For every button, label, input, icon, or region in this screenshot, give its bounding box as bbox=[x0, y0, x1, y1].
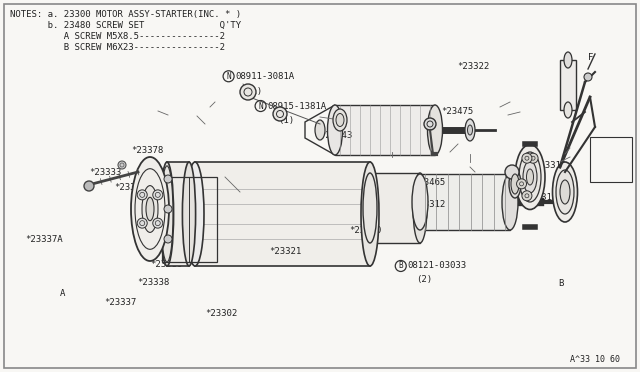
Ellipse shape bbox=[560, 180, 570, 204]
Text: *23310: *23310 bbox=[349, 226, 381, 235]
Ellipse shape bbox=[361, 162, 379, 266]
Text: *23378: *23378 bbox=[131, 146, 163, 155]
Text: B: B bbox=[558, 279, 563, 288]
Ellipse shape bbox=[428, 105, 442, 155]
Text: NOTES: a. 23300 MOTOR ASSY-STARTER(INC. * ): NOTES: a. 23300 MOTOR ASSY-STARTER(INC. … bbox=[10, 10, 241, 19]
Ellipse shape bbox=[412, 174, 428, 230]
Text: *23475: *23475 bbox=[442, 107, 474, 116]
Text: *23380: *23380 bbox=[150, 260, 182, 269]
Circle shape bbox=[137, 190, 147, 200]
Circle shape bbox=[522, 191, 532, 201]
Text: *23322: *23322 bbox=[458, 62, 490, 71]
Ellipse shape bbox=[505, 165, 519, 179]
Text: *23337: *23337 bbox=[104, 298, 136, 307]
Ellipse shape bbox=[511, 174, 519, 194]
Text: *23333: *23333 bbox=[136, 169, 168, 177]
Ellipse shape bbox=[161, 162, 173, 266]
Ellipse shape bbox=[564, 52, 572, 68]
Text: 08121-03033: 08121-03033 bbox=[408, 262, 467, 270]
Text: b. 23480 SCREW SET              Q'TY: b. 23480 SCREW SET Q'TY bbox=[10, 20, 241, 29]
Ellipse shape bbox=[509, 170, 521, 198]
Circle shape bbox=[137, 218, 147, 228]
Ellipse shape bbox=[146, 197, 154, 221]
Circle shape bbox=[522, 153, 532, 163]
Ellipse shape bbox=[333, 109, 347, 131]
Bar bbox=[370, 173, 420, 243]
Circle shape bbox=[164, 235, 172, 243]
Ellipse shape bbox=[336, 113, 344, 126]
Circle shape bbox=[153, 218, 163, 228]
Bar bbox=[420, 174, 510, 230]
Text: *23379: *23379 bbox=[114, 183, 146, 192]
Text: (2): (2) bbox=[416, 275, 432, 284]
Ellipse shape bbox=[413, 173, 427, 243]
Text: A SCREW M5X8.5---------------2: A SCREW M5X8.5---------------2 bbox=[10, 32, 225, 41]
Ellipse shape bbox=[523, 161, 537, 193]
Text: *23343: *23343 bbox=[320, 131, 352, 140]
Ellipse shape bbox=[186, 162, 204, 266]
Ellipse shape bbox=[519, 152, 541, 202]
Ellipse shape bbox=[515, 144, 545, 209]
Ellipse shape bbox=[467, 125, 472, 135]
Circle shape bbox=[528, 153, 538, 163]
Circle shape bbox=[118, 161, 126, 169]
Text: A: A bbox=[60, 289, 65, 298]
Circle shape bbox=[424, 118, 436, 130]
Ellipse shape bbox=[556, 170, 574, 214]
Ellipse shape bbox=[527, 169, 534, 185]
Text: 08911-3081A: 08911-3081A bbox=[236, 72, 295, 81]
Text: *23321: *23321 bbox=[269, 247, 301, 256]
Text: *23465: *23465 bbox=[413, 178, 445, 187]
Circle shape bbox=[273, 107, 287, 121]
Text: *23333: *23333 bbox=[90, 169, 122, 177]
Circle shape bbox=[584, 73, 592, 81]
Text: A^33 10 60: A^33 10 60 bbox=[570, 356, 620, 365]
Ellipse shape bbox=[363, 173, 377, 243]
Text: *23312: *23312 bbox=[413, 200, 445, 209]
Text: *23338: *23338 bbox=[138, 278, 170, 287]
Circle shape bbox=[153, 190, 163, 200]
Text: 08915-1381A: 08915-1381A bbox=[268, 102, 327, 110]
Text: (1): (1) bbox=[246, 87, 262, 96]
Bar bbox=[167, 162, 189, 266]
Ellipse shape bbox=[564, 102, 572, 118]
Ellipse shape bbox=[465, 119, 475, 141]
Text: F: F bbox=[588, 53, 593, 62]
Text: *23319: *23319 bbox=[534, 161, 566, 170]
Ellipse shape bbox=[131, 157, 169, 261]
Circle shape bbox=[240, 84, 256, 100]
Ellipse shape bbox=[328, 105, 342, 155]
Circle shape bbox=[84, 181, 94, 191]
Bar bbox=[195, 162, 370, 266]
Text: *23302: *23302 bbox=[205, 309, 237, 318]
Circle shape bbox=[164, 175, 172, 183]
Text: (1): (1) bbox=[278, 116, 294, 125]
Bar bbox=[560, 60, 576, 110]
Text: N: N bbox=[227, 72, 231, 81]
Bar bbox=[590, 137, 632, 182]
Ellipse shape bbox=[315, 120, 325, 140]
Ellipse shape bbox=[552, 162, 577, 222]
Text: N: N bbox=[259, 102, 263, 110]
Text: B SCREW M6X23----------------2: B SCREW M6X23----------------2 bbox=[10, 42, 225, 51]
Text: B: B bbox=[399, 262, 403, 270]
Ellipse shape bbox=[142, 186, 158, 232]
Bar bbox=[335, 105, 435, 155]
Circle shape bbox=[516, 179, 527, 189]
Circle shape bbox=[164, 205, 172, 213]
Ellipse shape bbox=[502, 174, 518, 230]
Text: *23337A: *23337A bbox=[26, 235, 63, 244]
Text: *23318: *23318 bbox=[525, 193, 557, 202]
Ellipse shape bbox=[182, 162, 196, 266]
Bar bbox=[162, 177, 217, 262]
